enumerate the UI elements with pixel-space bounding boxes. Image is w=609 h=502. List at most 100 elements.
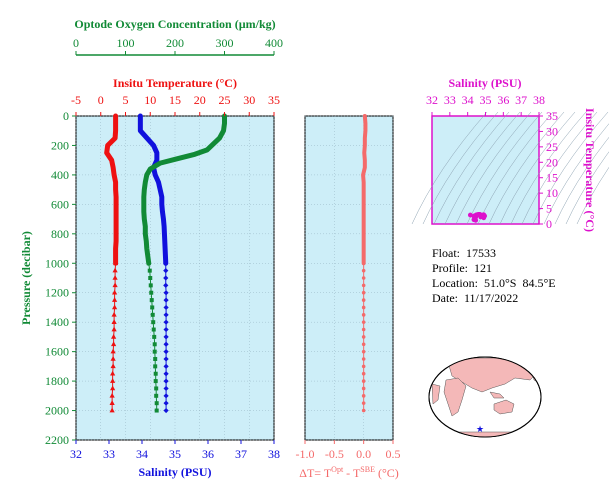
- temperature-tick-label: 25: [219, 93, 231, 107]
- delta-t-line-upper: [363, 116, 365, 263]
- oxygen-point: [149, 283, 153, 287]
- ts-salinity-tick-label: 35: [480, 93, 492, 107]
- ts-temperature-tick-label: 5: [546, 202, 552, 216]
- date: Date: 11/17/2022: [432, 291, 556, 306]
- oxygen-point: [149, 291, 153, 295]
- ts-temperature-tick-label: 25: [546, 140, 558, 154]
- delta-t-tick-label: -0.5: [325, 447, 344, 461]
- world-map: ★: [429, 357, 541, 440]
- temperature-tick-label: 30: [243, 93, 255, 107]
- delta-t-point: [362, 387, 366, 391]
- oxygen-point: [155, 409, 159, 413]
- delta-t-point: [362, 328, 366, 332]
- ts-salinity-tick-label: 32: [426, 93, 438, 107]
- ts-temperature-tick-label: 10: [546, 186, 558, 200]
- delta-t-point: [362, 269, 366, 273]
- isopycnal-line: [555, 112, 609, 224]
- delta-t-plot-area: [305, 116, 393, 440]
- oxygen-point: [150, 305, 154, 309]
- ts-temperature-tick-label: 20: [546, 155, 558, 169]
- delta-t-panel: -1.0 -0.5 0.0 0.5 ΔT= TOpt - TSBE (°C): [296, 116, 401, 480]
- ts-temperature-tick-label: 0: [546, 217, 552, 231]
- ts-temperature-tick-label: 15: [546, 171, 558, 185]
- float-id: Float: 17533: [432, 246, 556, 261]
- delta-t-point: [362, 394, 366, 398]
- delta-t-point: [362, 409, 366, 413]
- salinity-tick-label: 37: [235, 447, 247, 461]
- oxygen-point: [153, 364, 157, 368]
- ts-salinity-tick-label: 34: [462, 93, 474, 107]
- pressure-tick-label: 2200: [45, 433, 69, 447]
- pressure-tick-label: 1000: [45, 256, 69, 270]
- temperature-tick-label: 10: [144, 93, 156, 107]
- delta-t-point: [362, 320, 366, 324]
- salinity-tick-label: 35: [169, 447, 181, 461]
- temperature-tick-label: 5: [123, 93, 129, 107]
- delta-t-point: [362, 350, 366, 354]
- pressure-tick-label: 1400: [45, 315, 69, 329]
- delta-t-point: [362, 372, 366, 376]
- temperature-axis-label: Insitu Temperature (°C): [113, 76, 237, 90]
- pressure-tick-label: 200: [51, 138, 69, 152]
- salinity-tick-label: 38: [268, 447, 280, 461]
- delta-t-ticks: -1.0 -0.5 0.0 0.5: [296, 440, 401, 461]
- salinity-axis-label: Salinity (PSU): [138, 465, 211, 479]
- delta-t-point: [362, 379, 366, 383]
- delta-t-tick-label: -1.0: [296, 447, 315, 461]
- delta-t-axis-label: ΔT= TOpt - TSBE (°C): [299, 465, 399, 480]
- delta-t-tick-label: 0.5: [386, 447, 401, 461]
- oxygen-point: [150, 298, 154, 302]
- delta-t-point: [362, 306, 366, 310]
- pressure-tick-label: 1200: [45, 286, 69, 300]
- oxygen-point: [153, 342, 157, 346]
- temperature-tick-label: 35: [268, 93, 280, 107]
- temperature-tick-label: 0: [98, 93, 104, 107]
- profile-panel: 0200400600800100012001400160018002000220…: [19, 17, 283, 479]
- profile-number: Profile: 121: [432, 261, 556, 276]
- delta-t-point: [362, 284, 366, 288]
- delta-t-tick-label: 0.0: [356, 447, 371, 461]
- delta-t-point: [362, 313, 366, 317]
- salinity-tick-label: 34: [136, 447, 148, 461]
- delta-t-point: [362, 291, 366, 295]
- oxygen-point: [153, 350, 157, 354]
- delta-t-point: [362, 335, 366, 339]
- oxygen-point: [151, 313, 155, 317]
- ts-temperature-tick-label: 35: [546, 109, 558, 123]
- ts-temperature-label: Insitu Temperature (°C): [583, 108, 597, 232]
- ts-salinity-tick-label: 37: [515, 93, 527, 107]
- pressure-tick-label: 800: [51, 227, 69, 241]
- oxygen-point: [154, 394, 158, 398]
- temperature-tick-label: 15: [169, 93, 181, 107]
- float-info: Float: 17533 Profile: 121 Location: 51.0…: [432, 246, 556, 306]
- delta-t-point: [362, 401, 366, 405]
- pressure-tick-label: 1600: [45, 345, 69, 359]
- oxygen-tick-label: 200: [166, 36, 184, 50]
- float-location-marker: ★: [476, 424, 484, 434]
- ts-salinity-tick-label: 36: [497, 93, 509, 107]
- delta-t-point: [362, 298, 366, 302]
- oxygen-point: [155, 401, 159, 405]
- oxygen-point: [152, 335, 156, 339]
- delta-t-point: [362, 276, 366, 280]
- pressure-tick-label: 0: [63, 109, 69, 123]
- oxygen-point: [152, 328, 156, 332]
- ts-point: [481, 215, 486, 220]
- pressure-axis-label: Pressure (decibar): [19, 231, 33, 325]
- salinity-tick-label: 32: [70, 447, 82, 461]
- ts-plot-area: [432, 116, 539, 224]
- oxygen-point: [151, 320, 155, 324]
- salinity-tick-label: 33: [103, 447, 115, 461]
- location: Location: 51.0°S 84.5°E: [432, 276, 556, 291]
- oxygen-point: [148, 276, 152, 280]
- oxygen-tick-label: 400: [265, 36, 283, 50]
- oxygen-tick-label: 0: [73, 36, 79, 50]
- pressure-tick-label: 1800: [45, 374, 69, 388]
- oxygen-axis-label: Optode Oxygen Concentration (µm/kg): [74, 17, 275, 31]
- pressure-ticks: 0200400600800100012001400160018002000220…: [45, 109, 76, 447]
